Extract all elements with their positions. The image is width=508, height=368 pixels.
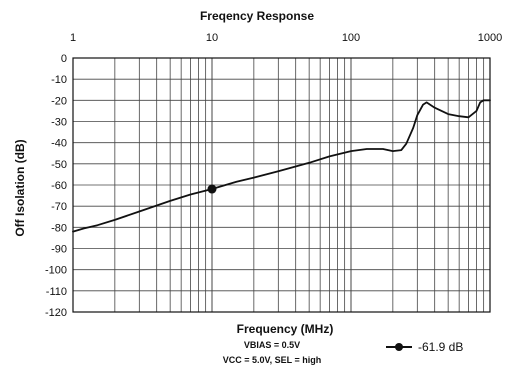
x-axis-label: Frequency (MHz) (237, 322, 334, 336)
y-tick-label: -30 (51, 117, 67, 129)
condition-vbias: VBIAS = 0.5V (244, 340, 300, 350)
x-tick-label: 100 (342, 32, 360, 44)
plot-grid (73, 58, 490, 312)
plot-border (72, 57, 491, 313)
y-tick-label: -50 (51, 159, 67, 171)
y-tick-label: -100 (45, 265, 67, 277)
x-tick-label: 1000 (478, 32, 502, 44)
y-tick-label: -10 (51, 74, 67, 86)
y-tick-label: -70 (51, 201, 67, 213)
y-tick-label: 0 (61, 53, 67, 65)
y-tick-label: -90 (51, 244, 67, 256)
plot-frame (72, 57, 491, 313)
condition-vcc-sel: VCC = 5.0V, SEL = high (223, 355, 322, 365)
y-tick-labels: 0 -10 -20 -30 -40 -50 -60 -70 -80 -90 -100 -110 -120 (45, 53, 67, 319)
y-tick-label: -110 (46, 286, 67, 298)
legend: -61.9 dB (386, 340, 463, 354)
y-tick-label: -120 (45, 307, 67, 319)
legend-marker (395, 343, 403, 351)
x-tick-labels: 1 10 100 1000 (70, 32, 502, 44)
x-tick-label: 10 (206, 32, 218, 44)
data-marker (207, 184, 217, 194)
y-tick-label: -80 (51, 222, 67, 234)
legend-label: -61.9 dB (418, 340, 463, 354)
chart-title: Freqency Response (200, 9, 314, 23)
series-group (72, 99, 491, 233)
y-tick-label: -20 (51, 95, 67, 107)
y-tick-label: -40 (51, 138, 67, 150)
series-line (72, 99, 491, 233)
y-tick-label: -60 (51, 180, 67, 192)
x-tick-label: 1 (70, 32, 76, 44)
y-axis-label: Off Isolation (dB) (13, 139, 27, 236)
